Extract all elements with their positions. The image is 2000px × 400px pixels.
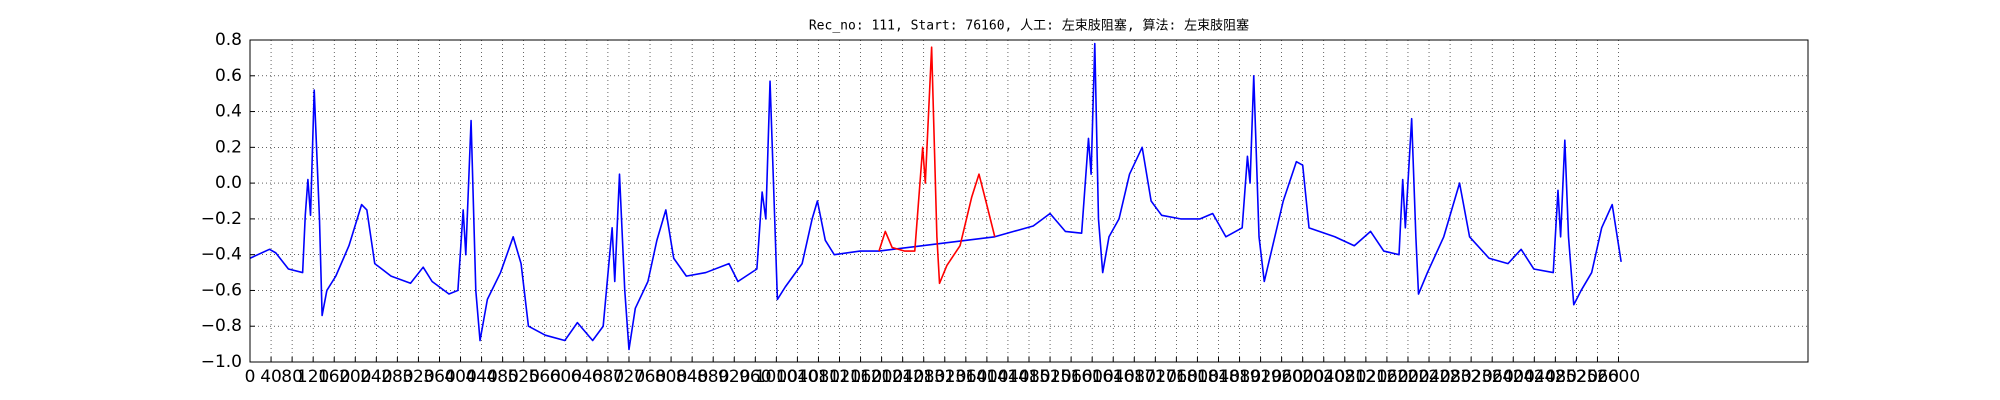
x-tick-label: 2240 bbox=[1407, 367, 1450, 387]
x-tick-label: 2360 bbox=[1471, 367, 1514, 387]
x-tick-label: 2520 bbox=[1555, 367, 1598, 387]
x-tick-label: 2480 bbox=[1534, 367, 1577, 387]
y-tick-label: 0.0 bbox=[215, 173, 242, 193]
x-tick-label: 1800 bbox=[1176, 367, 1219, 387]
x-tick-label: 360 bbox=[423, 367, 455, 387]
x-tick-label: 160 bbox=[318, 367, 350, 387]
y-tick-label: −0.6 bbox=[201, 280, 242, 300]
x-tick-label: 1760 bbox=[1155, 367, 1198, 387]
x-tick-label: 2040 bbox=[1302, 367, 1345, 387]
x-tick-label: 2440 bbox=[1513, 367, 1556, 387]
x-tick-label: 480 bbox=[486, 367, 518, 387]
x-tick-label: 2160 bbox=[1365, 367, 1408, 387]
x-tick-label: 1400 bbox=[965, 367, 1008, 387]
x-tick-label: 280 bbox=[381, 367, 413, 387]
x-tick-label: 1840 bbox=[1197, 367, 1240, 387]
series-line bbox=[878, 46, 996, 285]
x-tick-label: 120 bbox=[297, 367, 329, 387]
x-tick-label: 600 bbox=[550, 367, 582, 387]
x-tick-label: 1600 bbox=[1071, 367, 1114, 387]
x-tick-label: 2280 bbox=[1428, 367, 1471, 387]
x-tick-label: 880 bbox=[697, 367, 729, 387]
x-tick-label: 2120 bbox=[1344, 367, 1387, 387]
x-tick-label: 1040 bbox=[776, 367, 819, 387]
x-tick-label: 1440 bbox=[986, 367, 1029, 387]
y-tick-label: −0.2 bbox=[201, 209, 242, 229]
x-tick-label: 2200 bbox=[1386, 367, 1429, 387]
x-tick-label: 1680 bbox=[1113, 367, 1156, 387]
y-tick-label: −1.0 bbox=[201, 352, 242, 372]
x-tick-label: 240 bbox=[360, 367, 392, 387]
x-tick-label: 1240 bbox=[881, 367, 924, 387]
y-tick-label: 0.2 bbox=[215, 137, 242, 157]
x-tick-label: 80 bbox=[281, 367, 303, 387]
y-tick-label: 0.4 bbox=[215, 102, 242, 122]
x-tick-label: 1160 bbox=[839, 367, 882, 387]
x-tick-label: 1320 bbox=[923, 367, 966, 387]
x-tick-label: 0 bbox=[245, 367, 256, 387]
y-tick-label: −0.8 bbox=[201, 316, 242, 336]
x-tick-label: 1560 bbox=[1049, 367, 1092, 387]
x-tick-label: 680 bbox=[592, 367, 624, 387]
x-tick-label: 1960 bbox=[1260, 367, 1303, 387]
x-tick-label: 440 bbox=[465, 367, 497, 387]
x-tick-label: 2400 bbox=[1492, 367, 1535, 387]
x-tick-label: 960 bbox=[739, 367, 771, 387]
x-tick-label: 400 bbox=[444, 367, 476, 387]
series-line bbox=[249, 42, 1622, 351]
x-tick-label: 320 bbox=[402, 367, 434, 387]
x-tick-label: 2000 bbox=[1281, 367, 1324, 387]
y-tick-label: 0.6 bbox=[215, 66, 242, 86]
y-tick-label: −0.4 bbox=[201, 245, 242, 265]
x-tick-label: 920 bbox=[718, 367, 750, 387]
x-tick-label: 760 bbox=[634, 367, 666, 387]
x-tick-label: 40 bbox=[260, 367, 282, 387]
x-tick-label: 200 bbox=[339, 367, 371, 387]
x-tick-label: 1920 bbox=[1239, 367, 1282, 387]
x-tick-label: 1080 bbox=[797, 367, 840, 387]
x-tick-label: 2320 bbox=[1450, 367, 1493, 387]
x-tick-label: 1280 bbox=[902, 367, 945, 387]
chart-title: Rec_no: 111, Start: 76160, 人工: 左束肢阻塞, 算法… bbox=[809, 18, 1249, 34]
x-tick-label: 1360 bbox=[944, 367, 987, 387]
x-tick-label: 1880 bbox=[1218, 367, 1261, 387]
x-tick-label: 2080 bbox=[1323, 367, 1366, 387]
x-tick-label: 800 bbox=[655, 367, 687, 387]
x-tick-label: 2560 bbox=[1576, 367, 1619, 387]
x-tick-label: 840 bbox=[676, 367, 708, 387]
x-tick-label: 1120 bbox=[818, 367, 861, 387]
x-tick-label: 720 bbox=[613, 367, 645, 387]
x-tick-label: 1200 bbox=[860, 367, 903, 387]
plot-frame bbox=[249, 39, 1809, 363]
x-tick-label: 1720 bbox=[1134, 367, 1177, 387]
x-tick-label: 560 bbox=[529, 367, 561, 387]
x-tick-label: 1640 bbox=[1092, 367, 1135, 387]
x-tick-label: 520 bbox=[507, 367, 539, 387]
x-tick-label: 1000 bbox=[755, 367, 798, 387]
x-tick-label: 640 bbox=[571, 367, 603, 387]
x-tick-label: 1520 bbox=[1028, 367, 1071, 387]
y-tick-label: 0.8 bbox=[215, 30, 242, 50]
x-tick-label: 2600 bbox=[1597, 367, 1640, 387]
x-tick-label: 1480 bbox=[1007, 367, 1050, 387]
